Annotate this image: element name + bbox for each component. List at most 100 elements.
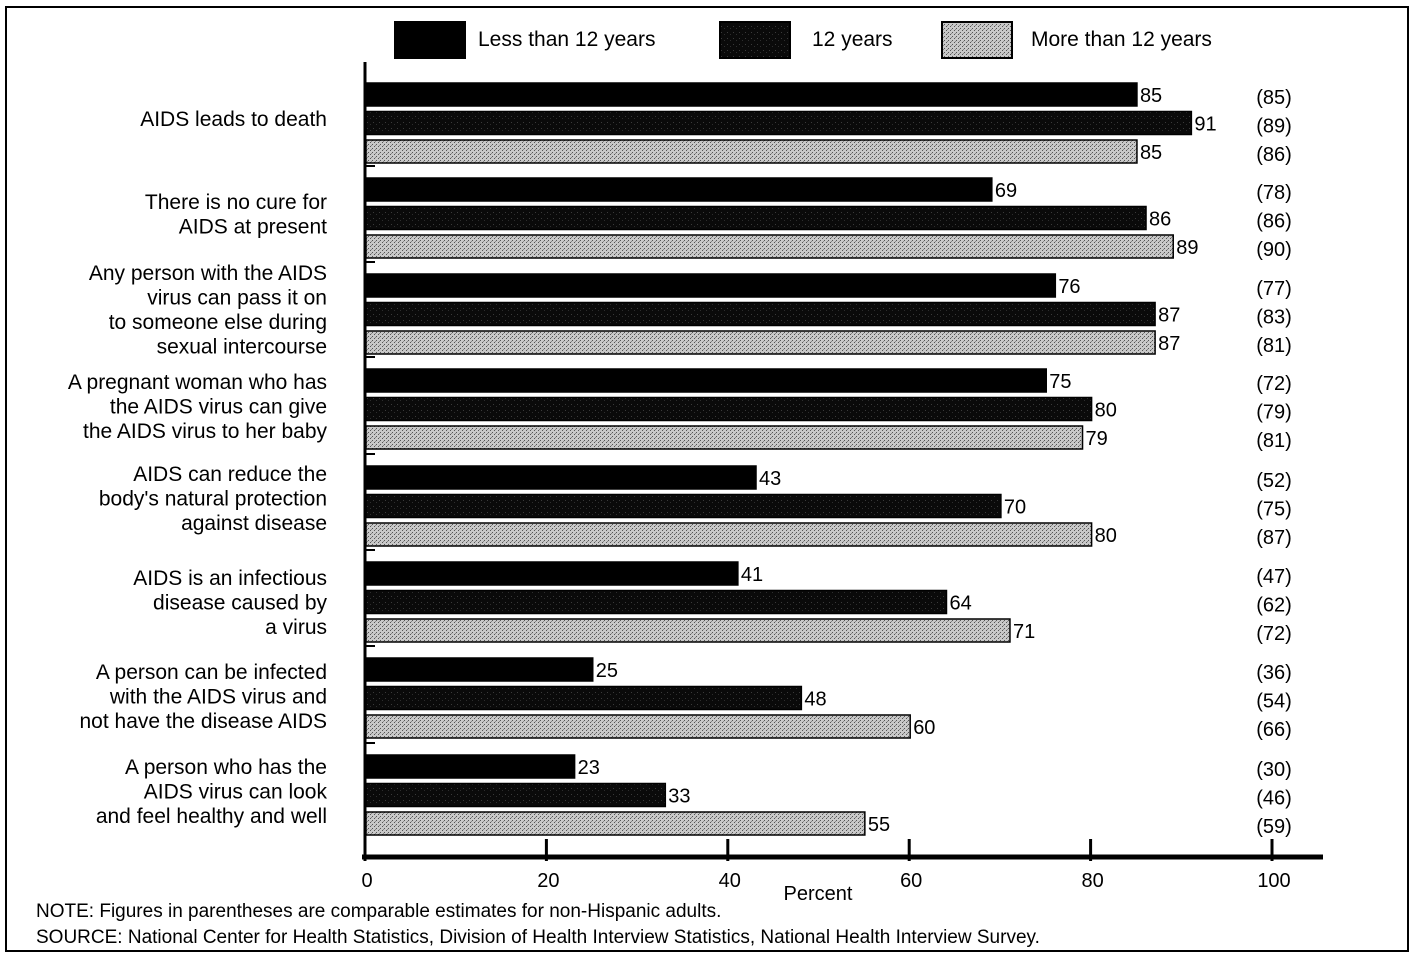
- category-label-line: AIDS is an infectious: [133, 567, 327, 590]
- bar: [365, 82, 1138, 107]
- comparable-estimate-label: (81): [1256, 430, 1292, 452]
- comparable-estimate-label: (86): [1256, 144, 1292, 166]
- bar-value-label: 60: [913, 717, 935, 739]
- category-label: AIDS leads to death: [140, 108, 327, 131]
- comparable-estimate-label: (77): [1256, 278, 1292, 300]
- category-label-line: not have the disease AIDS: [80, 710, 328, 733]
- bar: [365, 685, 803, 711]
- bar-value-label: 85: [1140, 85, 1162, 107]
- comparable-estimate-label: (81): [1256, 335, 1292, 357]
- category-label-line: with the AIDS virus and: [109, 686, 327, 709]
- legend-label: 12 years: [812, 28, 893, 51]
- x-tick-label: 60: [900, 870, 922, 892]
- bar: [365, 714, 911, 739]
- category-label-line: A person who has the: [125, 756, 327, 779]
- category-label: A person who has the AIDS virus can look a…: [96, 756, 328, 828]
- category-label-line: to someone else during: [109, 311, 327, 334]
- bar-value-label: 89: [1176, 237, 1198, 259]
- bar-value-label: 55: [868, 814, 890, 836]
- comparable-estimate-label: (83): [1256, 307, 1292, 329]
- bar-value-label: 25: [596, 660, 618, 682]
- comparable-estimate-label: (75): [1256, 499, 1292, 521]
- bar: [365, 330, 1156, 355]
- legend-label: More than 12 years: [1031, 28, 1212, 51]
- bar: [365, 234, 1174, 259]
- bar: [365, 561, 739, 586]
- bar-value-label: 69: [995, 180, 1017, 202]
- bar-value-label: 48: [804, 689, 826, 711]
- category-label: Any person with the AIDS virus can pass i…: [89, 262, 327, 359]
- category-label-line: Any person with the AIDS: [89, 262, 327, 285]
- x-axis-title: Percent: [784, 883, 853, 905]
- bar: [365, 425, 1084, 450]
- x-tick-label: 100: [1257, 870, 1290, 892]
- bar: [365, 618, 1011, 643]
- category-label: A person can be infected with the AIDS vi…: [80, 661, 328, 733]
- bar: [365, 273, 1057, 298]
- category-label: AIDS is an infectious disease caused by a …: [133, 567, 327, 639]
- category-label-line: AIDS virus can look: [144, 781, 328, 804]
- bar: [365, 754, 576, 779]
- bar-value-label: 86: [1149, 209, 1171, 231]
- bar-value-label: 91: [1194, 114, 1216, 136]
- comparable-estimate-label: (36): [1256, 662, 1292, 684]
- x-tick-label: 0: [361, 870, 372, 892]
- bar: [365, 139, 1138, 164]
- bar: [365, 589, 948, 615]
- bar-value-label: 64: [949, 593, 971, 615]
- category-label-line: disease caused by: [153, 592, 327, 615]
- bar: [365, 110, 1193, 136]
- bar-value-label: 70: [1004, 497, 1026, 519]
- axes: 0 20 40 60 80 100 Percent: [361, 62, 1323, 905]
- bar: [365, 657, 594, 682]
- bar-value-label: 76: [1058, 276, 1080, 298]
- comparable-estimate-label: (46): [1256, 788, 1292, 810]
- category-label-line: body's natural protection: [99, 488, 327, 511]
- legend: Less than 12 years 12 years More than 12 y…: [394, 21, 1212, 59]
- category-label-line: A pregnant woman who has: [68, 371, 327, 394]
- category-label: AIDS can reduce the body's natural protec…: [99, 463, 327, 535]
- category-label-line: A person can be infected: [96, 661, 327, 684]
- category-label: A pregnant woman who has the AIDS virus c…: [68, 371, 328, 443]
- category-label-line: the AIDS virus can give: [110, 396, 327, 419]
- legend-swatch: [394, 21, 466, 59]
- source-text: SOURCE: National Center for Health Stati…: [36, 927, 1040, 948]
- bar: [365, 301, 1156, 327]
- category-label-line: and feel healthy and well: [96, 805, 327, 828]
- note-text: NOTE: Figures in parentheses are compara…: [36, 901, 722, 922]
- bar-value-label: 87: [1158, 333, 1180, 355]
- comparable-estimate-label: (30): [1256, 759, 1292, 781]
- bar-value-label: 80: [1095, 525, 1117, 547]
- comparable-estimate-label: (78): [1256, 182, 1292, 204]
- comparable-estimate-label: (90): [1256, 239, 1292, 261]
- comparable-estimate-label: (59): [1256, 816, 1292, 838]
- category-label-line: There is no cure for: [145, 191, 327, 214]
- comparable-estimate-label: (54): [1256, 691, 1292, 713]
- chart-frame: [5, 6, 1409, 952]
- legend-label: Less than 12 years: [478, 28, 655, 51]
- bar-value-label: 80: [1095, 400, 1117, 422]
- category-label-line: AIDS can reduce the: [133, 463, 327, 486]
- category-label-line: virus can pass it on: [147, 287, 327, 310]
- category-label: There is no cure for AIDS at present: [145, 191, 327, 239]
- comparable-estimate-label: (85): [1256, 87, 1292, 109]
- comparable-estimate-label: (89): [1256, 116, 1292, 138]
- x-tick-label: 40: [719, 870, 741, 892]
- category-label-line: sexual intercourse: [157, 336, 327, 359]
- x-tick-label: 80: [1081, 870, 1103, 892]
- labels: 85 (85) 69 (78) 76 (77) 75 (72) 43 (52) 41 (47) 25 (3…: [68, 85, 1292, 838]
- bar-value-label: 33: [668, 786, 690, 808]
- bar-value-label: 87: [1158, 305, 1180, 327]
- bar: [365, 396, 1093, 422]
- footnote: NOTE: Figures in parentheses are compara…: [36, 899, 1040, 951]
- bar-value-label: 75: [1049, 371, 1071, 393]
- comparable-estimate-label: (86): [1256, 211, 1292, 233]
- comparable-estimate-label: (47): [1256, 566, 1292, 588]
- category-label-line: AIDS at present: [179, 216, 327, 239]
- category-label-line: AIDS leads to death: [140, 108, 327, 131]
- x-tick-label: 20: [537, 870, 559, 892]
- bar: [365, 522, 1093, 547]
- comparable-estimate-label: (87): [1256, 527, 1292, 549]
- bars: [365, 82, 1193, 836]
